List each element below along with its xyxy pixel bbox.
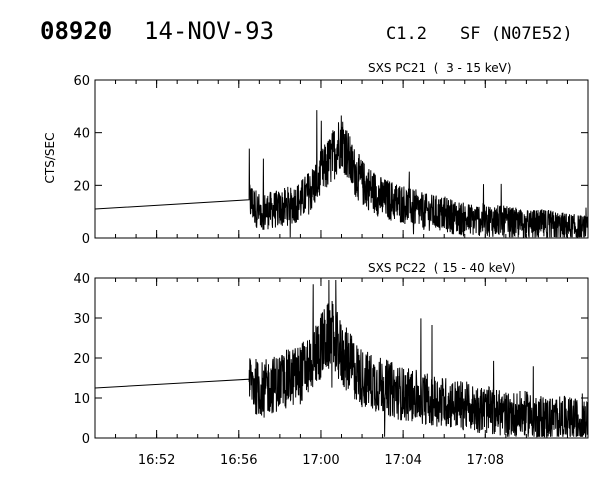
- x-tick-label: 17:04: [384, 453, 421, 468]
- event-id: 08920: [40, 17, 112, 45]
- flare-class: C1.2: [386, 24, 427, 44]
- y-tick-label: 10: [73, 392, 90, 407]
- x-tick-label: 16:56: [220, 453, 257, 468]
- panel-pc21: SXS PC21 ( 3 - 15 keV) CTS/SEC 0 20 40 60: [43, 61, 589, 247]
- panel-pc21-ylabel: CTS/SEC: [43, 133, 57, 184]
- x-tick-label: 16:52: [138, 453, 175, 468]
- panel-pc22-yaxis: 0 10 20 30 40: [73, 272, 588, 447]
- y-tick-label: 20: [73, 352, 90, 367]
- y-tick-label: 30: [73, 312, 90, 327]
- event-date: 14-NOV-93: [144, 17, 274, 45]
- y-tick-label: 60: [73, 74, 90, 89]
- y-tick-label: 0: [82, 432, 90, 447]
- y-tick-label: 0: [82, 232, 90, 247]
- y-tick-label: 20: [73, 179, 90, 194]
- panel-pc21-yaxis: 0 20 40 60: [73, 74, 588, 247]
- panel-pc22-series-line: [94, 279, 589, 438]
- x-tick-label: 17:00: [302, 453, 339, 468]
- x-tick-label: 17:08: [467, 453, 504, 468]
- y-tick-label: 40: [73, 272, 90, 287]
- panel-pc22-title: SXS PC22 ( 15 - 40 keV): [368, 261, 515, 275]
- panel-pc22-xaxis: 16:52 16:56 17:00 17:04 17:08: [94, 278, 589, 468]
- panel-pc21-series-line: [94, 110, 589, 238]
- flare-info: SF (N07E52): [460, 24, 573, 44]
- panel-pc21-xaxis: [94, 80, 589, 238]
- panel-pc21-title: SXS PC21 ( 3 - 15 keV): [368, 61, 512, 75]
- y-tick-label: 40: [73, 127, 90, 142]
